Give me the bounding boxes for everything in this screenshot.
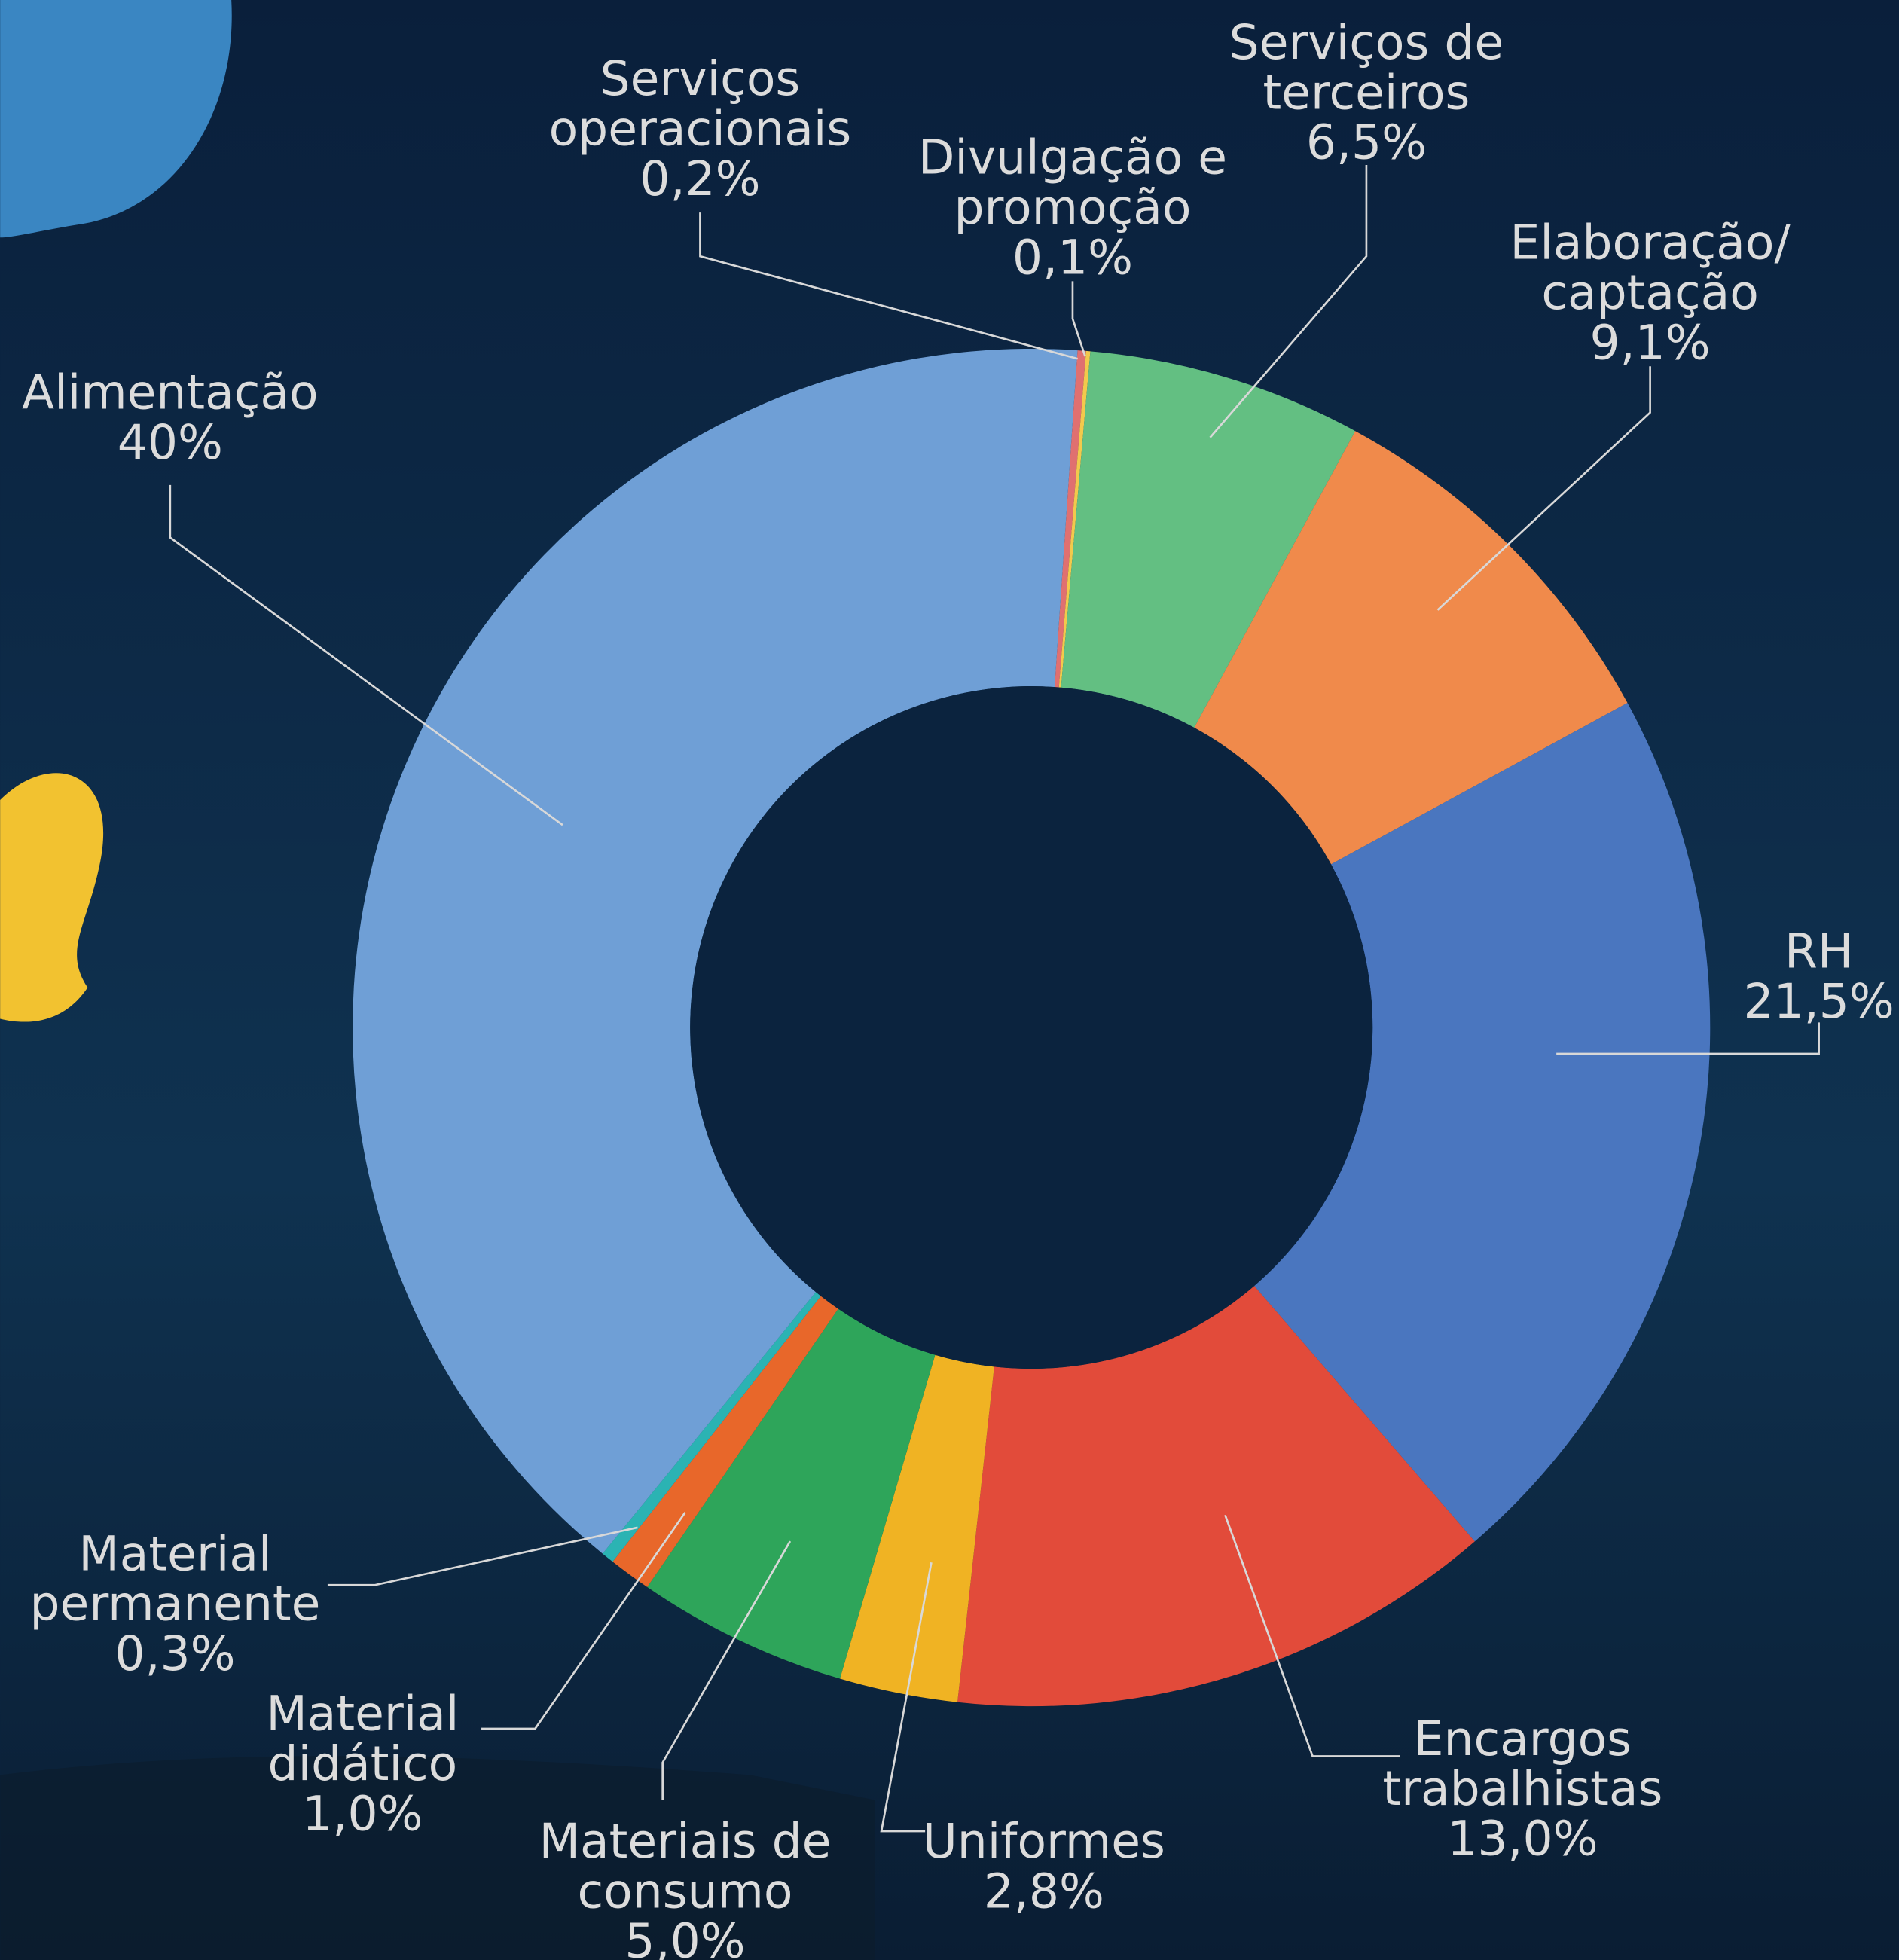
slice-label: Elaboração/captação — [1510, 215, 1791, 320]
value-label: 5,0% — [624, 1913, 745, 1960]
slice-label: Uniformes — [923, 1813, 1165, 1869]
value-label: 0,3% — [114, 1626, 235, 1681]
value-label: 9,1% — [1590, 314, 1711, 370]
chart: Serviçosoperacionais0,2%Divulgação eprom… — [0, 0, 1899, 1960]
donut-hole — [690, 686, 1372, 1369]
slice-label: Alimentação — [22, 365, 319, 420]
value-label: 40% — [118, 414, 223, 470]
value-label: 21,5% — [1743, 973, 1894, 1029]
value-label: 6,5% — [1306, 114, 1427, 170]
value-label: 0,2% — [640, 151, 760, 206]
slice-label: RH — [1785, 923, 1853, 978]
page: {"chart_data": {"type": "donut", "catego… — [0, 0, 1899, 1960]
value-label: 0,1% — [1012, 229, 1133, 285]
value-label: 13,0% — [1447, 1811, 1598, 1867]
value-label: 1,0% — [302, 1785, 423, 1841]
value-label: 2,8% — [984, 1863, 1104, 1919]
